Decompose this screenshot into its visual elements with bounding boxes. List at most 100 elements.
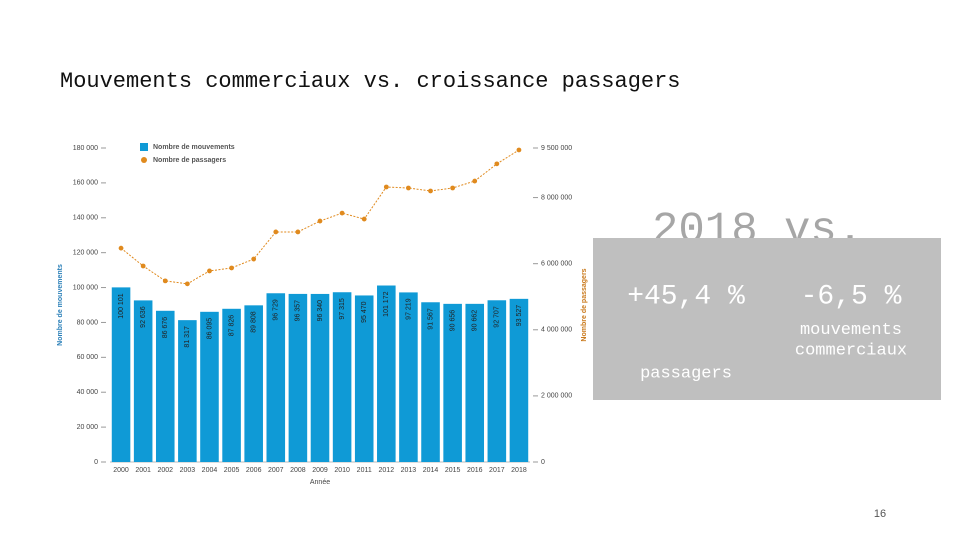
line-point	[317, 218, 323, 224]
page-number: 16	[874, 508, 886, 520]
stat-movements-label: mouvements commerciaux	[795, 321, 907, 360]
legend-swatch	[140, 143, 148, 151]
line-point	[361, 216, 367, 222]
x-tick-label: 2005	[224, 467, 240, 474]
x-tick-label: 2007	[268, 467, 284, 474]
bar	[354, 295, 374, 462]
line-point	[273, 229, 279, 235]
line-point	[118, 245, 124, 251]
x-tick-label: 2001	[135, 467, 151, 474]
x-tick-label: 2018	[511, 467, 527, 474]
line-point	[472, 178, 478, 184]
bar	[200, 311, 219, 462]
y-tick-label: 120 000	[73, 250, 98, 257]
x-tick-label: 2008	[290, 467, 306, 474]
line-point	[184, 281, 190, 287]
slide-title: Mouvements commerciaux vs. croissance pa…	[60, 69, 681, 94]
x-tick-label: 2016	[467, 467, 483, 474]
bar	[443, 303, 462, 462]
data-label: 96 729	[273, 299, 280, 321]
bar	[487, 300, 507, 462]
line-point	[251, 256, 257, 262]
line-point	[140, 263, 146, 269]
bar	[178, 320, 197, 462]
y-tick-label: 100 000	[73, 284, 98, 291]
data-label: 93 527	[516, 305, 523, 327]
line-point	[339, 210, 345, 216]
line-point	[450, 185, 456, 191]
x-tick-label: 2002	[157, 467, 173, 474]
bar	[421, 302, 440, 462]
stat-passengers: +45,4 %	[627, 281, 745, 312]
bar	[332, 292, 352, 462]
bar	[266, 293, 286, 462]
legend-label: Nombre de passagers	[153, 157, 226, 164]
data-label: 100 101	[118, 293, 125, 318]
data-label: 81 317	[184, 326, 191, 348]
data-label: 97 315	[339, 298, 346, 320]
y-axis-label: Nombre de mouvements	[57, 264, 64, 346]
x-tick-label: 2004	[202, 467, 218, 474]
y-tick-label: 180 000	[73, 145, 98, 152]
bar	[111, 287, 131, 462]
bar	[244, 305, 263, 462]
line	[120, 149, 520, 285]
y-tick-label: 20 000	[77, 424, 99, 431]
y-tick-label: 140 000	[73, 215, 98, 222]
line-point	[516, 147, 522, 153]
x-tick-label: 2006	[246, 467, 262, 474]
y-tick-label: 60 000	[77, 354, 99, 361]
x-tick-label: 2010	[334, 467, 350, 474]
data-label: 91 567	[427, 308, 434, 330]
line-point	[229, 265, 234, 271]
data-label: 86 095	[206, 318, 213, 340]
bar	[377, 285, 396, 462]
y-tick-label: 40 000	[77, 389, 99, 396]
stat-passengers-label: passagers	[640, 364, 732, 383]
data-label: 89 808	[251, 311, 258, 333]
data-label: 92 707	[494, 306, 501, 328]
x-tick-label: 2017	[489, 467, 505, 474]
line-point	[383, 184, 389, 190]
x-tick-label: 2014	[423, 467, 439, 474]
y-tick-label: 0	[94, 459, 98, 466]
stat-movements: -6,5 %	[801, 281, 902, 312]
data-label: 92 636	[140, 306, 147, 328]
data-label: 101 172	[383, 291, 390, 316]
bar	[155, 310, 175, 462]
data-label: 87 826	[228, 315, 235, 337]
x-axis-label: Année	[310, 479, 330, 486]
line-point	[494, 161, 500, 167]
x-tick-label: 2000	[113, 467, 129, 474]
x-tick-label: 2009	[312, 467, 328, 474]
legend-label: Nombre de mouvements	[153, 144, 235, 151]
y2-axis-label: Nombre de passagers	[581, 268, 588, 341]
bar	[310, 293, 330, 462]
bar	[399, 292, 418, 462]
line-point	[162, 278, 168, 284]
bar	[288, 293, 308, 462]
y-tick-label: 160 000	[73, 180, 98, 187]
y-tick-label: 80 000	[77, 319, 99, 326]
x-tick-label: 2003	[180, 467, 196, 474]
x-tick-label: 2012	[379, 467, 395, 474]
y2-tick-label: 0	[541, 459, 545, 466]
bar	[222, 308, 241, 462]
data-label: 95 470	[361, 301, 368, 323]
x-tick-label: 2013	[401, 467, 417, 474]
stat-box	[593, 238, 941, 400]
line-point	[207, 268, 212, 274]
data-label: 96 357	[295, 300, 302, 322]
y2-tick-label: 8 000 000	[541, 194, 572, 201]
legend-swatch	[141, 157, 147, 163]
data-label: 96 340	[317, 300, 324, 322]
y2-tick-label: 2 000 000	[541, 393, 572, 400]
data-label: 97 219	[405, 298, 412, 320]
data-label: 90 662	[472, 310, 479, 332]
y2-tick-label: 4 000 000	[541, 327, 572, 334]
bar	[465, 303, 485, 462]
bar	[133, 300, 153, 462]
line-point	[428, 188, 433, 194]
